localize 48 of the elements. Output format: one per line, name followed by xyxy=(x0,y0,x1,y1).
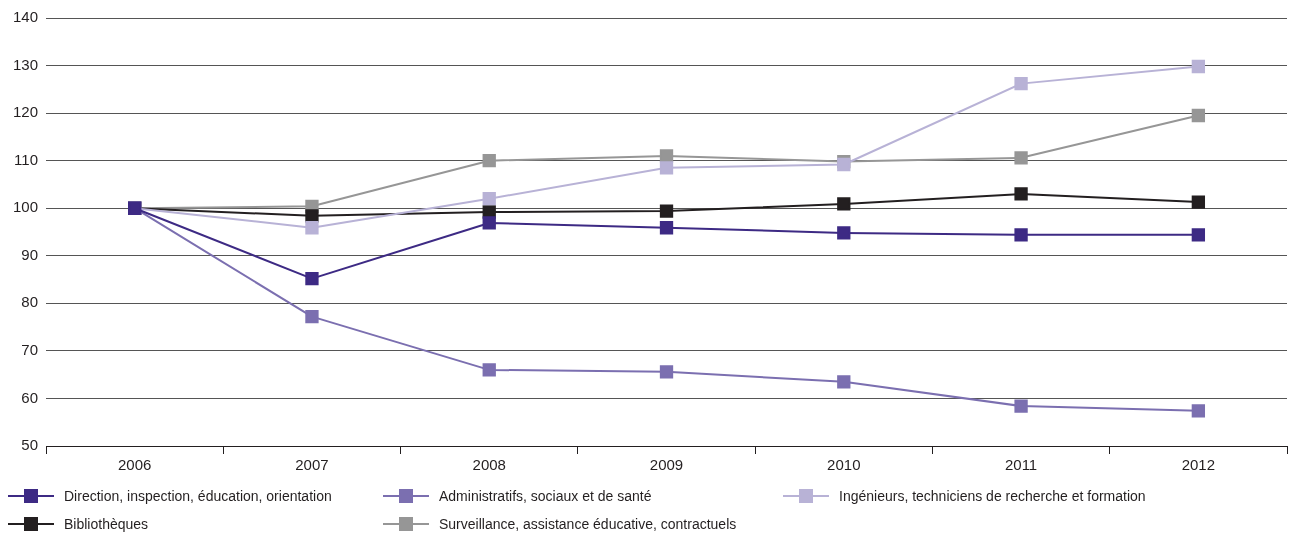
point xyxy=(305,221,319,235)
point xyxy=(1191,108,1206,123)
y-tick-label: 90 xyxy=(21,245,39,263)
y-tick-label: 120 xyxy=(13,103,39,121)
point xyxy=(1191,195,1206,209)
y-tick-label: 80 xyxy=(21,293,39,311)
point xyxy=(837,226,851,240)
y-tick-label: 140 xyxy=(13,8,39,26)
point xyxy=(305,209,319,223)
legend-label: Administratifs, sociaux et de santé xyxy=(439,488,652,504)
x-tick-label: 2011 xyxy=(1004,456,1038,474)
point xyxy=(1191,404,1206,418)
point xyxy=(1014,228,1028,242)
legend-label: Ingénieurs, techniciens de recherche et formation xyxy=(839,488,1146,504)
y-tick-label: 130 xyxy=(13,55,39,73)
point xyxy=(1014,187,1028,201)
point xyxy=(1014,151,1028,165)
y-tick-label: 50 xyxy=(21,436,39,454)
legend-label: Bibliothèques xyxy=(64,516,149,532)
point xyxy=(482,154,496,168)
point xyxy=(305,271,319,286)
point xyxy=(659,204,674,218)
legend-label: Direction, inspection, éducation, orientation xyxy=(64,488,332,504)
point xyxy=(837,375,851,389)
point xyxy=(659,149,674,163)
point xyxy=(1014,399,1028,413)
x-tick-label: 2012 xyxy=(1181,456,1216,474)
legend-label: Surveillance, assistance éducative, contractuels xyxy=(439,516,737,532)
x-tick-label: 2009 xyxy=(649,456,684,474)
x-tick-label: 2010 xyxy=(827,456,861,474)
point xyxy=(305,309,319,324)
point xyxy=(482,363,496,377)
y-tick-label: 60 xyxy=(21,388,39,406)
x-tick-label: 2008 xyxy=(472,456,506,474)
point xyxy=(482,216,496,230)
point xyxy=(659,365,674,379)
point xyxy=(659,161,674,175)
x-tick-label: 2007 xyxy=(295,456,329,474)
x-tick-label: 2006 xyxy=(117,456,152,474)
y-tick-label: 100 xyxy=(13,198,39,216)
point xyxy=(1191,228,1206,242)
point xyxy=(482,192,496,206)
point xyxy=(1014,76,1028,91)
point xyxy=(837,197,851,211)
y-tick-label: 110 xyxy=(14,150,39,168)
point xyxy=(1191,59,1206,74)
point xyxy=(659,221,674,235)
y-tick-label: 70 xyxy=(21,341,39,359)
